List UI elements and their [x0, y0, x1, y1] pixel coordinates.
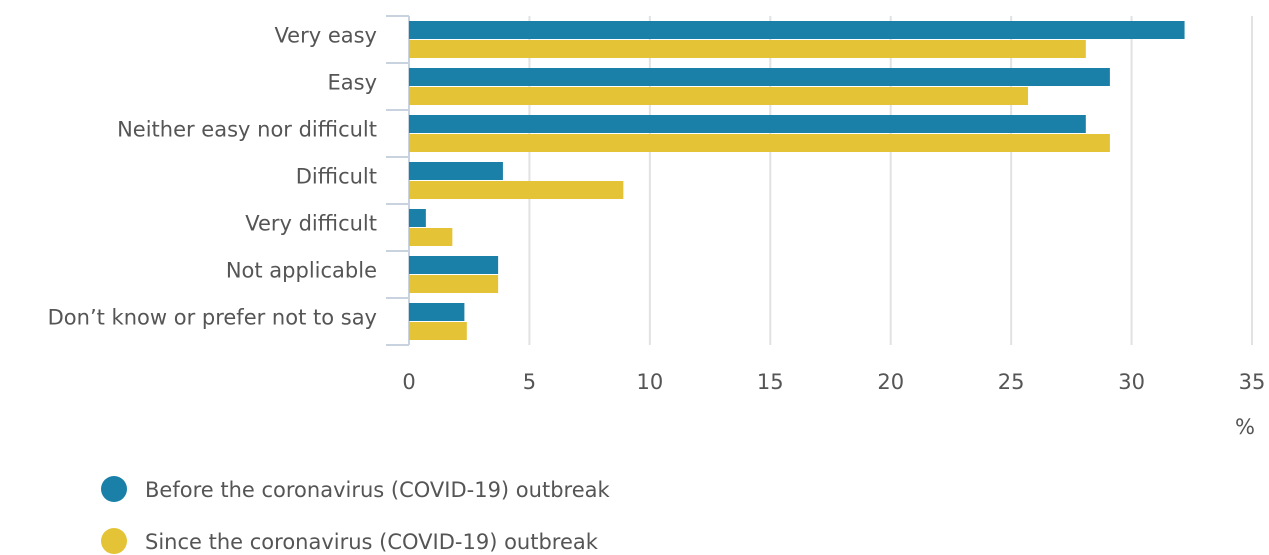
bar: [409, 162, 503, 180]
x-axis-label: %: [1235, 415, 1255, 439]
x-tick-label: 20: [877, 370, 904, 394]
legend-label: Since the coronavirus (COVID-19) outbrea…: [145, 530, 599, 554]
bar: [409, 303, 465, 321]
x-tick-label: 25: [998, 370, 1025, 394]
x-tick-label: 5: [523, 370, 536, 394]
x-tick-label: 15: [757, 370, 784, 394]
x-tick-label: 35: [1239, 370, 1266, 394]
y-tick-label: Easy: [327, 71, 377, 95]
bar: [409, 256, 499, 274]
bar: [409, 68, 1110, 86]
bar: [409, 228, 453, 246]
x-tick-label: 30: [1118, 370, 1145, 394]
x-tick-label: 10: [636, 370, 663, 394]
bar: [409, 87, 1029, 105]
y-tick-label: Don’t know or prefer not to say: [48, 306, 377, 330]
x-tick-label: 0: [402, 370, 415, 394]
y-tick-label: Neither easy nor difficult: [117, 118, 377, 142]
bar: [409, 40, 1086, 58]
bar: [409, 115, 1086, 133]
legend-marker: [101, 528, 127, 554]
bar: [409, 181, 624, 199]
legend-marker: [101, 476, 127, 502]
legend-label: Before the coronavirus (COVID-19) outbre…: [145, 478, 610, 502]
y-tick-label: Difficult: [296, 165, 377, 189]
y-tick-label: Very difficult: [245, 212, 377, 236]
bar: [409, 209, 426, 227]
bar: [409, 21, 1185, 39]
y-tick-label: Very easy: [274, 24, 377, 48]
bar: [409, 322, 467, 340]
bar: [409, 134, 1110, 152]
bar: [409, 275, 499, 293]
y-tick-label: Not applicable: [226, 259, 377, 283]
